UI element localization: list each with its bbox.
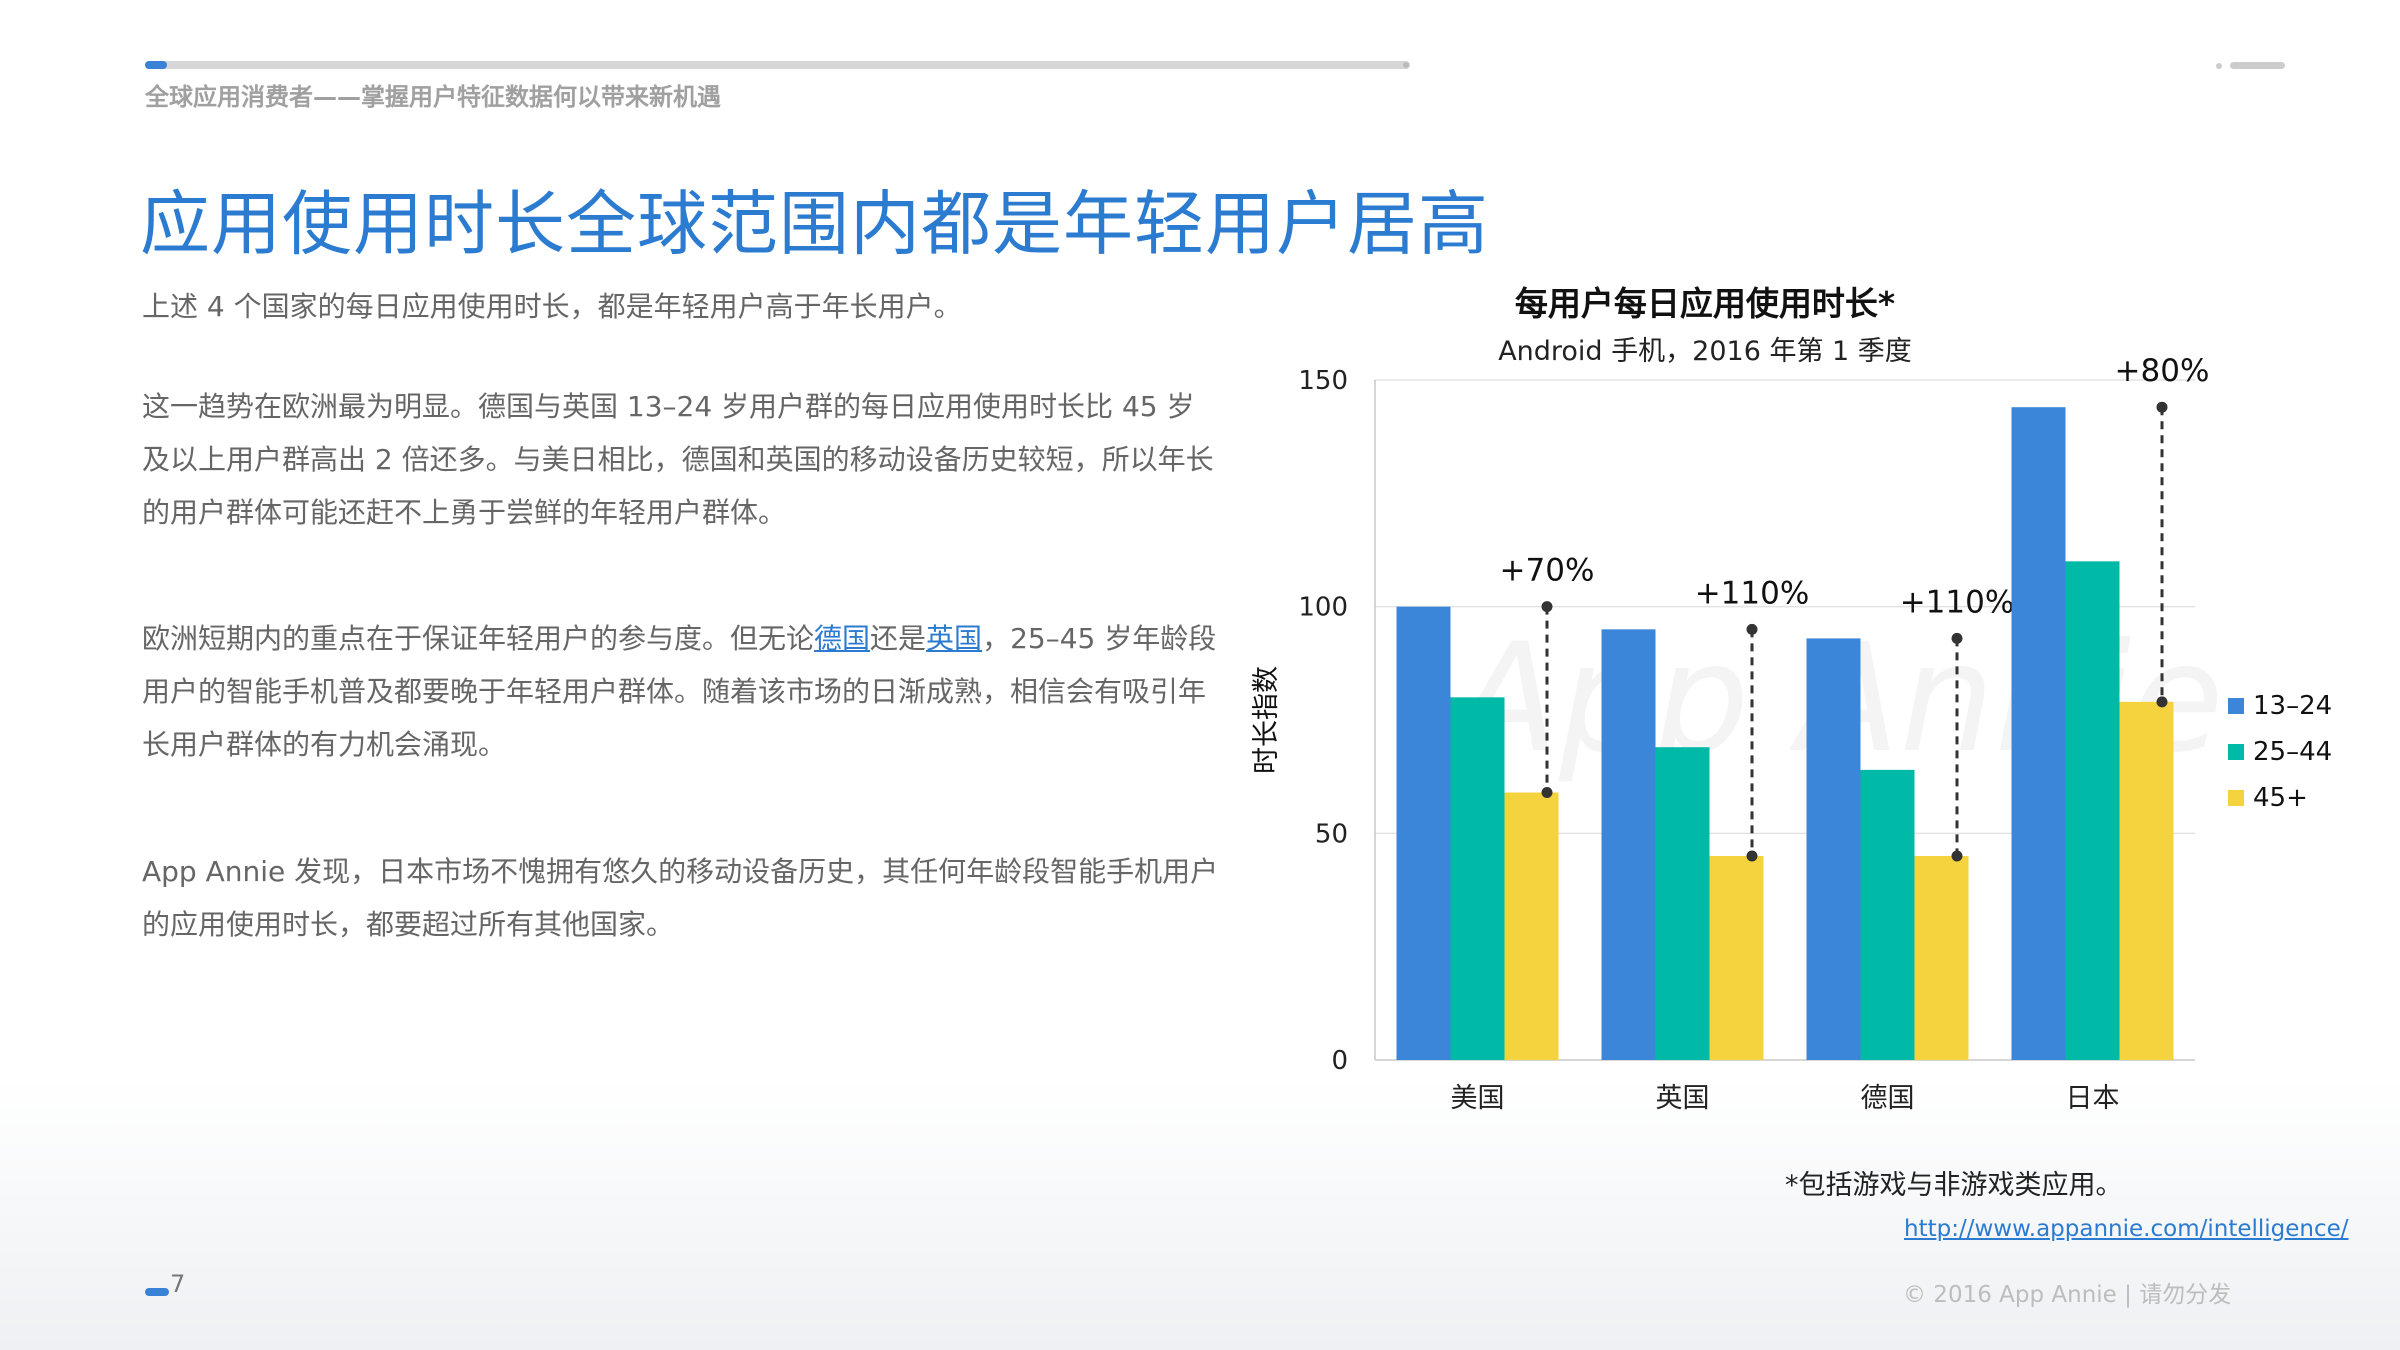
bracket-dot-top bbox=[1541, 601, 1553, 613]
paragraph-2: 这一趋势在欧洲最为明显。德国与英国 13–24 岁用户群的每日应用使用时长比 4… bbox=[142, 390, 1214, 529]
legend-swatch bbox=[2228, 790, 2244, 806]
corner-dot bbox=[2216, 63, 2222, 69]
bracket-dot-bottom bbox=[2156, 696, 2168, 708]
y-tick-label: 150 bbox=[1298, 366, 1348, 396]
paragraph-3-text-c: ，25–45 岁年龄段用户的智能手机普及都要晚于年轻用户群体。随着该市场的日渐成… bbox=[142, 622, 1217, 761]
bar bbox=[1806, 638, 1861, 1060]
paragraph-3: 欧洲短期内的重点在于保证年轻用户的参与度。但无论德国还是英国，25–45 岁年龄… bbox=[142, 612, 1222, 771]
chart-title: 每用户每日应用使用时长* bbox=[1515, 284, 1895, 323]
corner-bar bbox=[2230, 62, 2285, 69]
difference-label: +70% bbox=[1500, 553, 1595, 589]
chart-subtitle: Android 手机，2016 年第 1 季度 bbox=[1498, 336, 1912, 367]
paragraph-4: App Annie 发现，日本市场不愧拥有悠久的移动设备历史，其任何年龄段智能手… bbox=[142, 855, 1219, 941]
x-tick-label: 美国 bbox=[1451, 1083, 1505, 1114]
progress-track bbox=[145, 61, 1410, 69]
bar bbox=[1504, 792, 1559, 1060]
bar bbox=[2065, 561, 2120, 1060]
bar bbox=[1709, 856, 1764, 1060]
footer-background bbox=[0, 1080, 2400, 1350]
uk-link[interactable]: 英国 bbox=[926, 622, 983, 655]
germany-link[interactable]: 德国 bbox=[814, 622, 871, 655]
bar bbox=[2119, 701, 2174, 1060]
bar bbox=[1396, 606, 1451, 1060]
y-tick-label: 0 bbox=[1331, 1046, 1348, 1076]
y-tick-label: 100 bbox=[1298, 593, 1348, 623]
legend-label: 25–44 bbox=[2253, 737, 2332, 767]
x-tick-label: 日本 bbox=[2066, 1083, 2120, 1114]
chart-footnote: *包括游戏与非游戏类应用。 bbox=[1785, 1170, 2123, 1201]
legend-label: 45+ bbox=[2253, 783, 2308, 813]
page-marker bbox=[145, 1288, 169, 1296]
page-number: 7 bbox=[170, 1270, 186, 1298]
x-tick-label: 英国 bbox=[1656, 1083, 1710, 1114]
y-axis-label: 时长指数 bbox=[1251, 666, 1282, 774]
bar bbox=[1860, 769, 1915, 1060]
legend-swatch bbox=[2228, 744, 2244, 760]
bar bbox=[2011, 407, 2066, 1060]
progress-accent bbox=[145, 61, 167, 69]
bar bbox=[1450, 697, 1505, 1060]
bar bbox=[1914, 856, 1969, 1060]
paragraph-3-text-b: 还是 bbox=[870, 622, 927, 655]
source-link[interactable]: http://www.appannie.com/intelligence/ bbox=[1904, 1216, 2349, 1242]
difference-label: +110% bbox=[1695, 575, 1810, 611]
x-tick-label: 德国 bbox=[1861, 1083, 1915, 1114]
report-subtitle: 全球应用消费者——掌握用户特征数据何以带来新机遇 bbox=[145, 83, 721, 111]
copyright: © 2016 App Annie | 请勿分发 bbox=[1903, 1282, 2232, 1308]
progress-end-dot bbox=[1403, 62, 1409, 68]
difference-label: +110% bbox=[1900, 584, 2015, 620]
y-tick-label: 50 bbox=[1315, 819, 1348, 849]
bracket-dot-bottom bbox=[1951, 850, 1963, 862]
legend-label: 13–24 bbox=[2253, 691, 2332, 721]
paragraph-1: 上述 4 个国家的每日应用使用时长，都是年轻用户高于年长用户。 bbox=[142, 290, 962, 323]
bracket-dot-bottom bbox=[1541, 787, 1553, 799]
bar bbox=[1655, 747, 1710, 1060]
bracket-dot-top bbox=[2156, 401, 2168, 413]
bar bbox=[1601, 629, 1656, 1060]
bracket-dot-top bbox=[1951, 632, 1963, 644]
paragraph-3-text-a: 欧洲短期内的重点在于保证年轻用户的参与度。但无论 bbox=[142, 622, 815, 655]
legend-swatch bbox=[2228, 698, 2244, 714]
bracket-dot-bottom bbox=[1746, 850, 1758, 862]
page-title: 应用使用时长全球范围内都是年轻用户居高 bbox=[140, 183, 1489, 265]
difference-label: +80% bbox=[2115, 353, 2210, 389]
bracket-dot-top bbox=[1746, 623, 1758, 635]
